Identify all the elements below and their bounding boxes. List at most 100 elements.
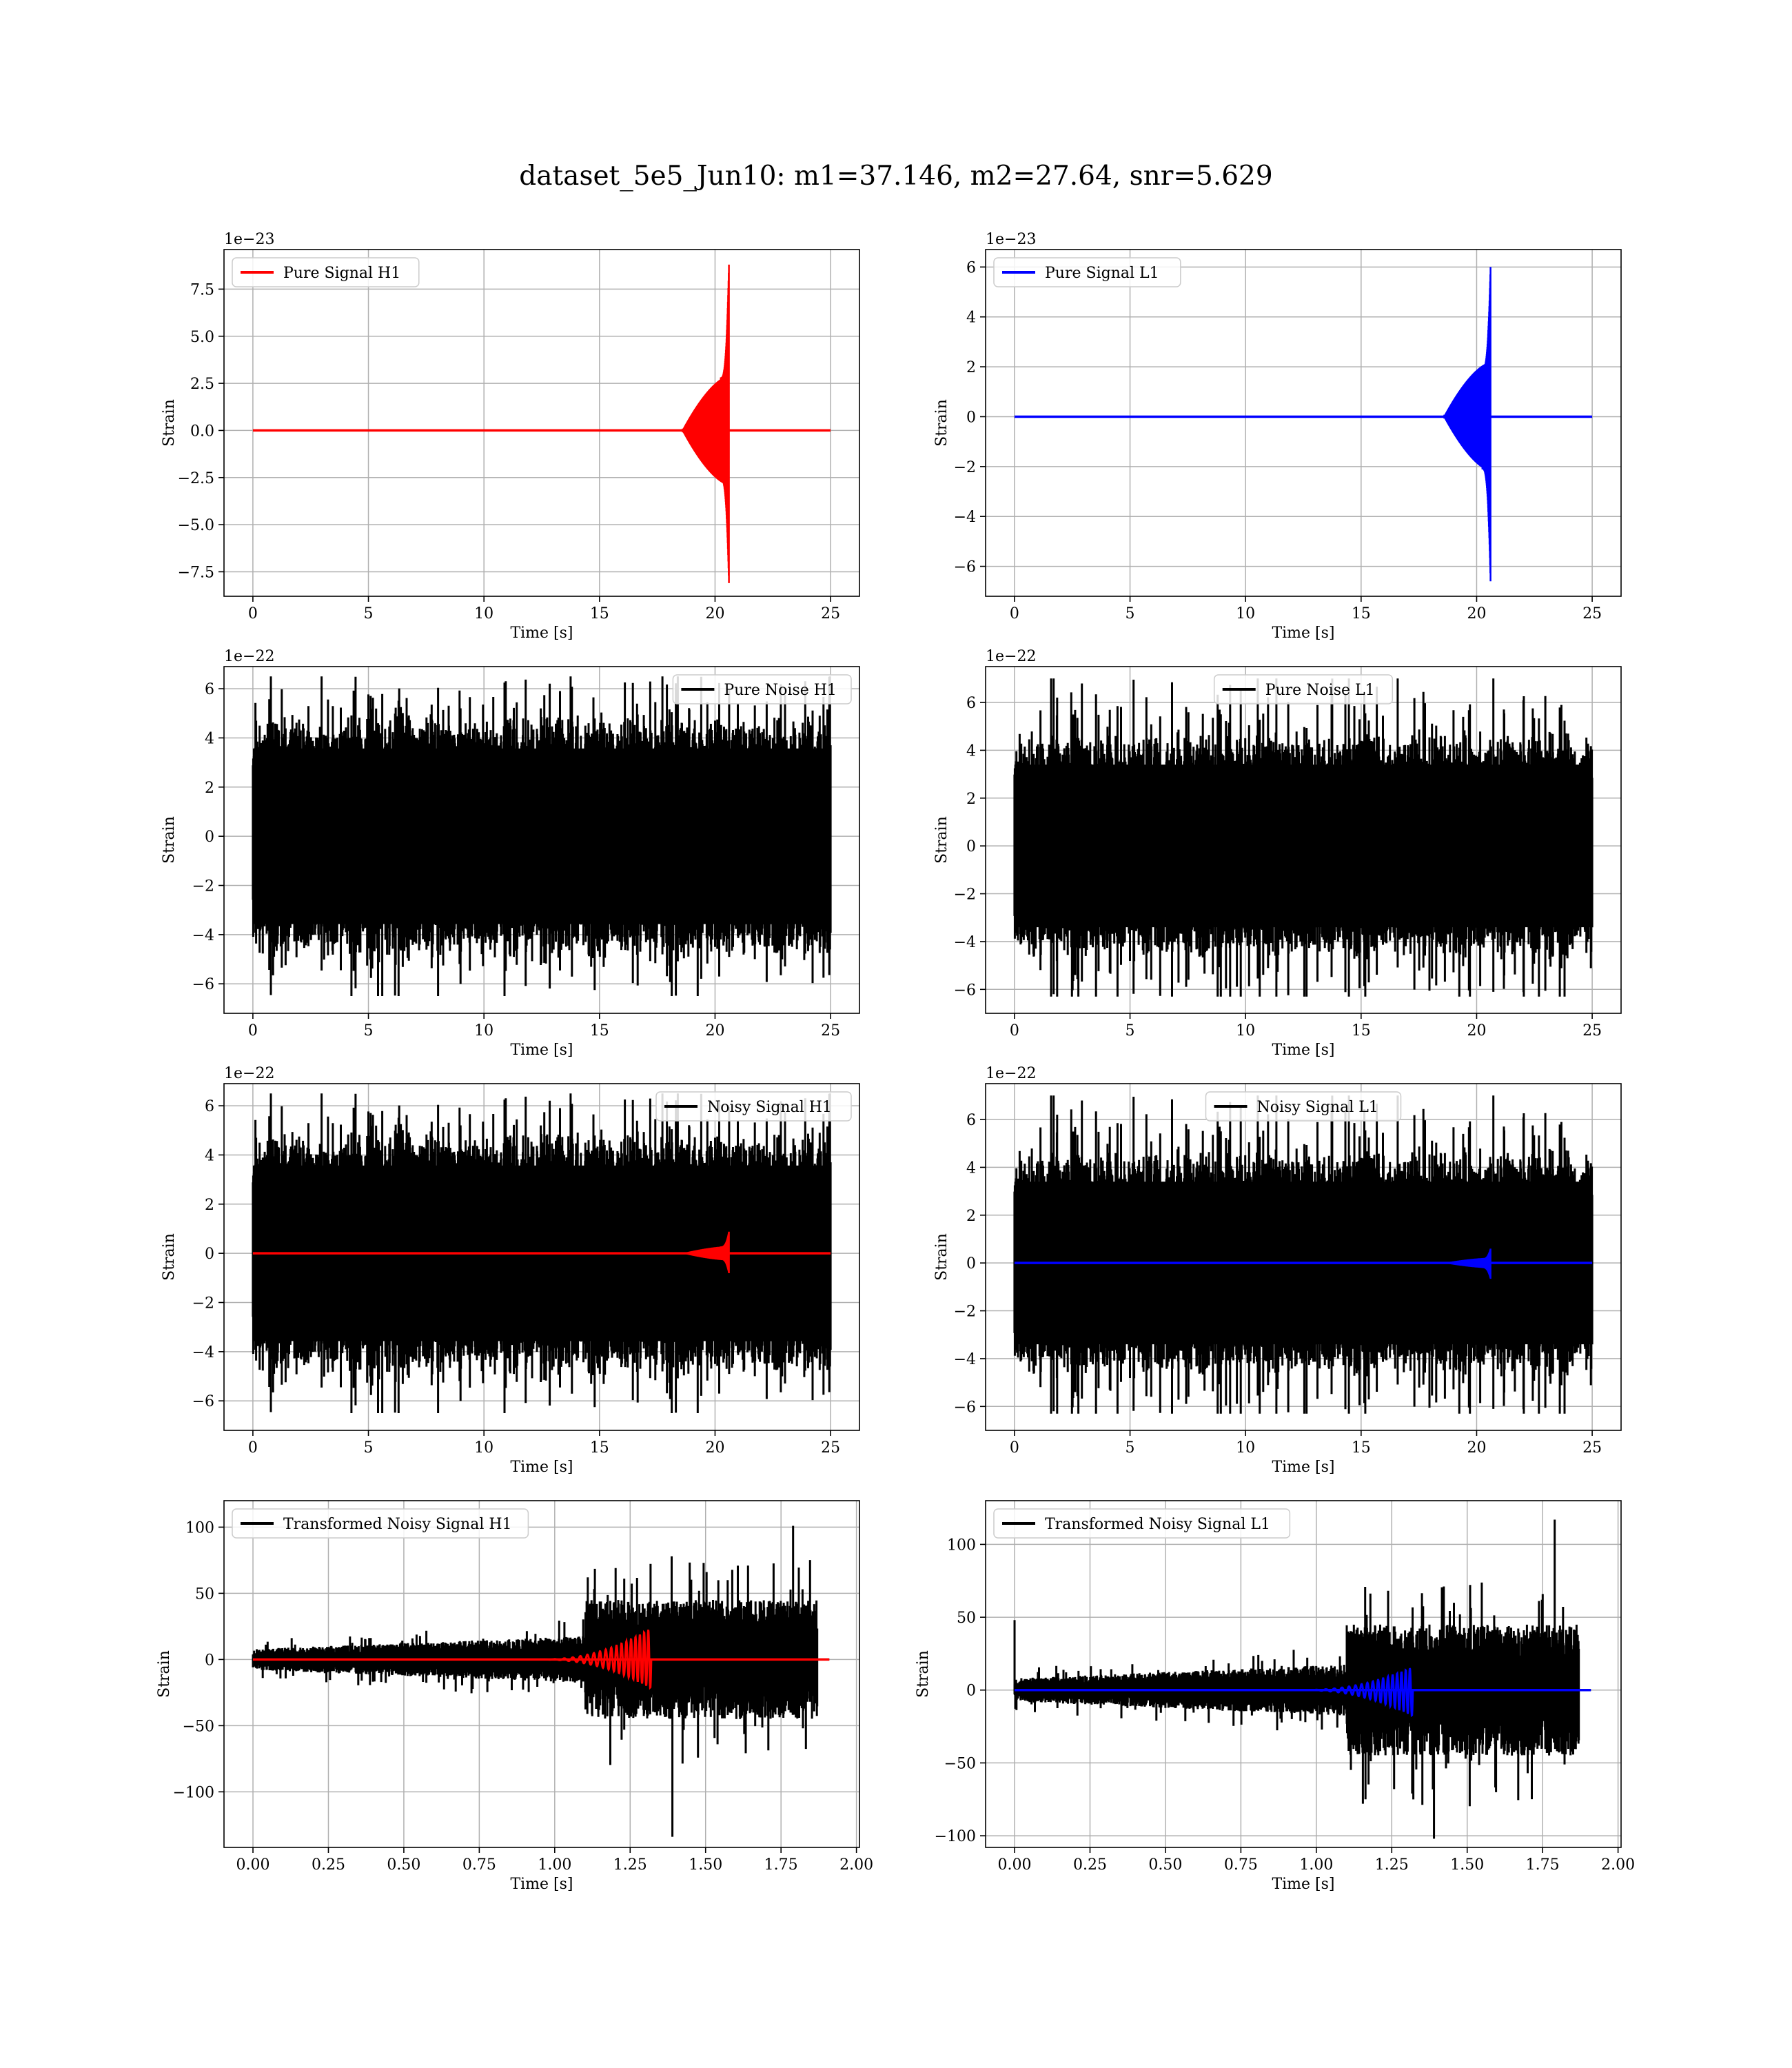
x-tick-label: 1.00 [1299,1856,1333,1874]
legend: Noisy Signal H1 [655,1091,852,1122]
y-offset-text: 1e−22 [986,648,1036,665]
x-tick-label: 0.00 [236,1856,270,1874]
legend: Transformed Noisy Signal H1 [232,1508,529,1539]
y-tick-label: −2 [954,459,976,476]
y-tick-label: 0 [966,1683,976,1700]
plot-area [252,264,831,583]
x-axis-label: Time [s] [510,625,573,642]
y-tick-label: −4 [192,927,214,944]
subplot-noisy-signal-l1: 0 5 10 15 20 25 −6 −4 −2 0 2 4 6 Time [s] Strain 1e−22 N… [933,1065,1622,1476]
axes-frame [223,666,860,1014]
y-tick-label: 4 [966,310,976,327]
subplot-pure-noise-l1: 0 5 10 15 20 25 −6 −4 −2 0 2 4 6 Time [s] Strain 1e−22 P… [933,648,1622,1059]
plot-area [1013,1095,1594,1414]
y-axis-label: Strain [156,1650,173,1698]
legend-box [993,1508,1291,1539]
x-tick-label: 0.50 [387,1856,420,1874]
x-tick-label: 10 [474,1439,493,1457]
x-axis-label: Time [s] [510,1459,573,1476]
legend-box [1205,1091,1402,1122]
x-tick-label: 5 [364,605,374,622]
y-tick-label: 100 [185,1519,214,1537]
x-tick-label: 20 [1467,1439,1486,1457]
y-tick-label: 0 [966,409,976,426]
y-tick-label: −2 [954,1304,976,1321]
y-tick-label: 0 [966,838,976,855]
y-tick-label: 2 [966,1208,976,1225]
x-tick-label: 0 [248,1439,258,1457]
y-tick-label: 2 [205,1197,214,1214]
series-line-chirp [1443,1248,1491,1279]
y-tick-label: 0 [966,1255,976,1273]
x-tick-label: 0 [248,1022,258,1040]
y-tick-label: 0 [205,1652,214,1669]
y-tick-label: −50 [183,1718,214,1735]
legend-box [232,257,420,287]
axes-frame [223,249,860,597]
series-line-chirp [682,1231,730,1273]
legend-box [232,1508,529,1539]
y-offset-text: 1e−22 [224,648,274,665]
x-tick-label: 15 [1352,1439,1371,1457]
x-tick-label: 0.75 [1224,1856,1258,1874]
legend: Transformed Noisy Signal L1 [993,1508,1291,1539]
plot-area [1013,1519,1591,1839]
y-tick-label: −100 [173,1784,214,1801]
y-tick-label: 4 [966,1159,976,1177]
legend-box [672,674,852,704]
x-tick-label: 5 [364,1439,374,1457]
x-tick-label: 0 [1010,605,1019,622]
y-axis-label: Strain [161,1233,178,1281]
x-tick-label: 15 [590,605,609,622]
y-tick-label: 6 [966,695,976,712]
y-tick-label: −2 [954,886,976,904]
series-line-pure-noise-l1 [1013,678,1594,997]
y-tick-label: 4 [205,1147,214,1164]
x-tick-label: 2.00 [1601,1856,1635,1874]
y-tick-label: −7.5 [178,564,214,581]
legend-box [655,1091,852,1122]
x-tick-label: 20 [705,1439,724,1457]
x-axis-label: Time [s] [510,1042,573,1059]
y-tick-label: 2 [966,791,976,808]
y-tick-label: 0 [205,1246,214,1263]
x-tick-label: 10 [1236,1022,1255,1040]
y-tick-label: −100 [935,1828,976,1845]
x-tick-label: 1.25 [1375,1856,1409,1874]
y-tick-label: 7.5 [190,281,214,298]
y-axis-label: Strain [933,399,950,447]
y-axis-label: Strain [161,399,178,447]
x-tick-label: 15 [1352,1022,1371,1040]
y-tick-label: 6 [205,1098,214,1115]
x-tick-label: 5 [1126,1439,1135,1457]
y-tick-label: −2.5 [178,470,214,487]
y-offset-text: 1e−23 [224,231,274,248]
y-tick-label: 6 [966,259,976,276]
x-tick-label: 15 [1352,605,1371,622]
x-tick-label: 20 [705,1022,724,1040]
series-line-transformed [1013,1519,1591,1839]
y-tick-label: −6 [192,1393,214,1410]
plot-area [252,1525,830,1837]
x-tick-label: 25 [821,1022,840,1040]
subplot-transformed-l1: 0.00 0.25 0.50 0.75 1.00 1.25 1.50 1.75 2.00 −100… [915,1500,1635,1893]
y-tick-label: 0.0 [190,423,214,440]
x-tick-label: 15 [590,1439,609,1457]
x-tick-label: 2.00 [839,1856,873,1874]
y-offset-text: 1e−22 [986,1065,1036,1082]
y-tick-label: 50 [957,1610,976,1627]
legend: Pure Signal H1 [232,257,420,287]
y-tick-label: 50 [195,1585,214,1603]
y-tick-label: −5.0 [178,517,214,534]
x-tick-label: 1.50 [689,1856,722,1874]
x-tick-label: 0.50 [1148,1856,1182,1874]
y-tick-label: −50 [944,1755,976,1772]
y-tick-label: −4 [954,509,976,526]
x-tick-label: 5 [364,1022,374,1040]
subplot-noisy-signal-h1: 0 5 10 15 20 25 −6 −4 −2 0 2 4 6 Time [s] Strain 1e−22 N… [161,1065,860,1476]
series-line-noisy-signal-l1 [1013,1095,1594,1414]
x-axis-label: Time [s] [510,1876,573,1893]
legend-label: Transformed Noisy Signal H1 [283,1516,512,1533]
